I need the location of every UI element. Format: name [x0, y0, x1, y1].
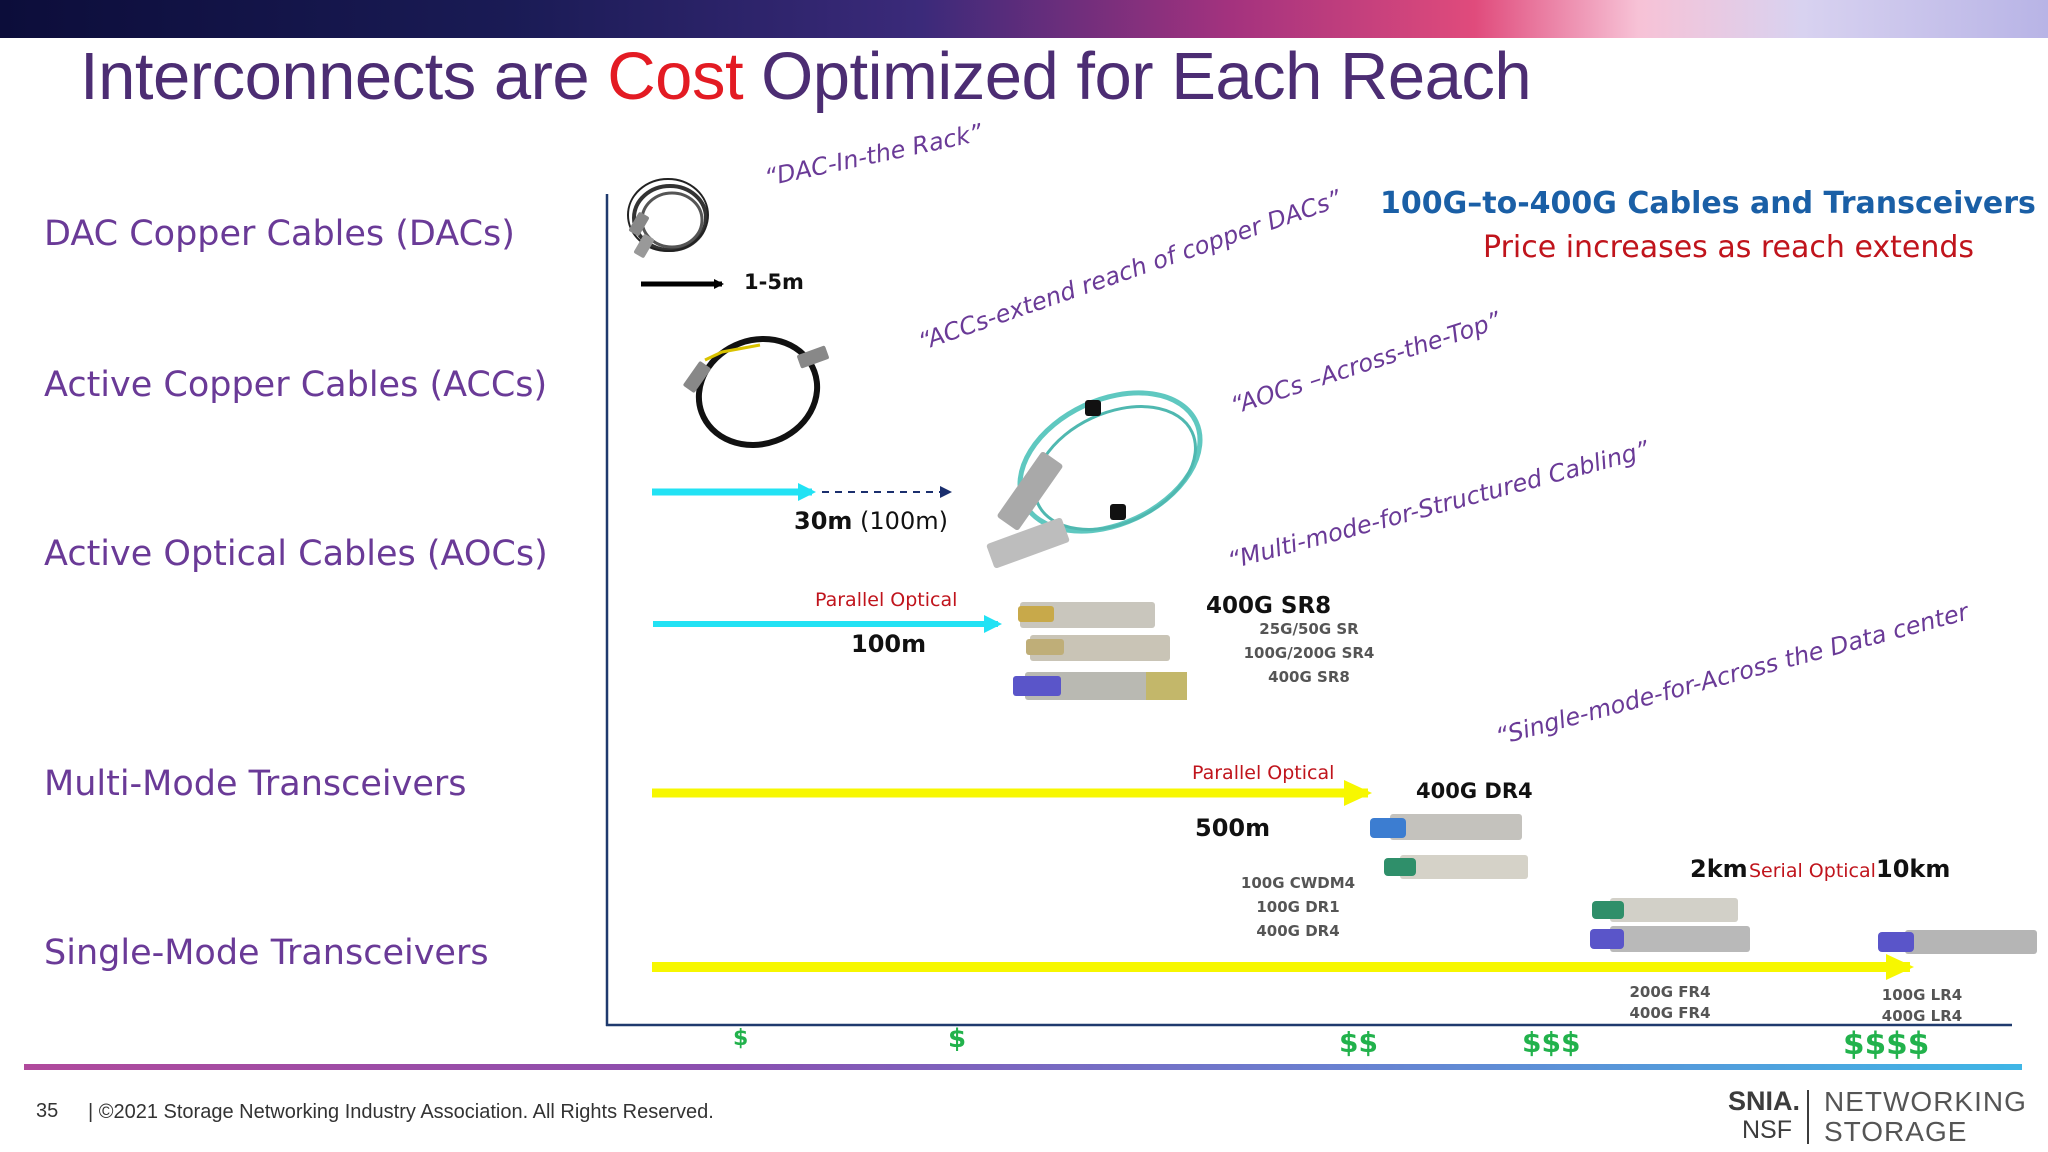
- aoc-cable-image: [986, 390, 1203, 569]
- reach-10km: 10km: [1876, 855, 1951, 883]
- lr4-module-image: [1878, 930, 2037, 954]
- sr8-heading: 400G SR8: [1206, 593, 1332, 619]
- copyright: | ©2021 Storage Networking Industry Asso…: [88, 1101, 714, 1123]
- serial-optical-label: Serial Optical: [1749, 860, 1876, 882]
- legend-subtitle: Price increases as reach extends: [1483, 230, 1975, 265]
- cost-marker-1: $: [733, 1026, 749, 1051]
- parallel-optical-label-1: Parallel Optical: [815, 589, 958, 611]
- parallel-optical-label-2: Parallel Optical: [1192, 762, 1335, 784]
- fr4-list: 200G FR4 400G FR4: [1629, 983, 1711, 1022]
- dr4-module-images: [1370, 814, 1528, 879]
- cost-marker-5: $$$$: [1843, 1026, 1930, 1062]
- category-dac: DAC Copper Cables (DACs): [44, 214, 515, 254]
- dac-cable-image: [627, 178, 709, 258]
- cost-marker-4: $$$: [1522, 1026, 1581, 1059]
- sr8-list: 25G/50G SR 100G/200G SR4 400G SR8: [1243, 620, 1375, 686]
- cost-marker-3: $$: [1339, 1026, 1378, 1059]
- acc-cable-image: [683, 336, 829, 448]
- reach-dac: 1-5m: [744, 270, 804, 294]
- category-aoc: Active Optical Cables (AOCs): [44, 534, 548, 574]
- logo-networking: NETWORKING: [1824, 1086, 2027, 1117]
- top-banner: [0, 0, 2048, 38]
- reach-dr: 500m: [1195, 814, 1271, 842]
- category-multimode: Multi-Mode Transceivers: [44, 764, 467, 804]
- page-title: Interconnects are Cost Optimized for Eac…: [80, 39, 1532, 114]
- cost-marker-2: $: [948, 1024, 967, 1054]
- fr4-module-images: [1590, 898, 1750, 952]
- lr4-list: 100G LR4 400G LR4: [1881, 986, 1963, 1025]
- footer-divider: [24, 1064, 2022, 1070]
- reach-2km: 2km: [1690, 855, 1748, 883]
- dr4-heading: 400G DR4: [1416, 779, 1533, 803]
- dr4-list: 100G CWDM4 100G DR1 400G DR4: [1240, 874, 1356, 940]
- reach-mm: 100m: [851, 630, 927, 658]
- category-acc: Active Copper Cables (ACCs): [44, 365, 548, 405]
- reach-aoc: 30m (100m): [794, 507, 948, 535]
- sr8-module-images: [1013, 602, 1187, 700]
- legend-title: 100G–to-400G Cables and Transceivers: [1380, 186, 2036, 221]
- category-singlemode: Single-Mode Transceivers: [44, 933, 489, 973]
- page-number: 35: [36, 1100, 59, 1122]
- logo-snia: SNIA.: [1728, 1086, 1801, 1116]
- logo-nsf: NSF: [1742, 1116, 1792, 1144]
- logo-storage: STORAGE: [1824, 1116, 1968, 1147]
